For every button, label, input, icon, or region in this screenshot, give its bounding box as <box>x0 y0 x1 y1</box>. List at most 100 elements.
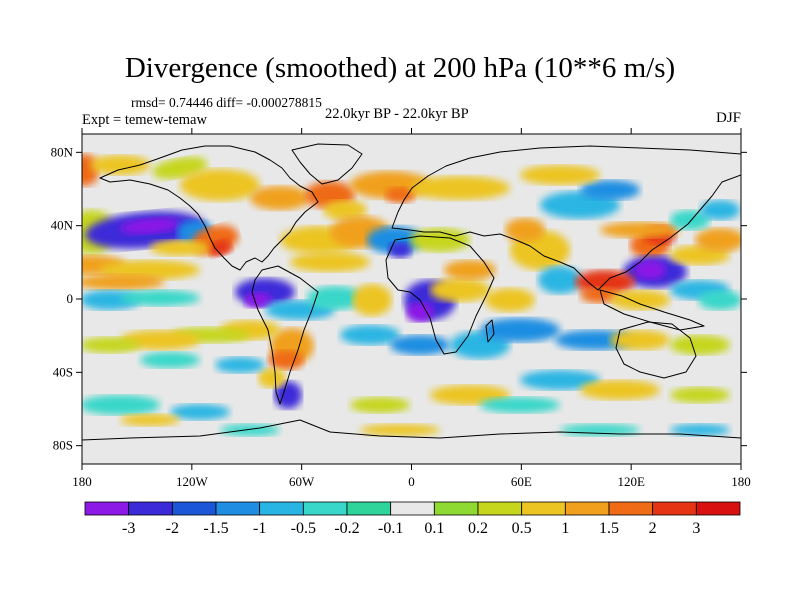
colorbar-label: 0.1 <box>424 520 444 537</box>
colorbar-swatch <box>346 501 392 516</box>
colorbar-label: 1 <box>561 520 569 537</box>
contour-blob <box>410 176 510 200</box>
colorbar-label: -0.5 <box>291 520 316 537</box>
coast-antarctica <box>82 419 741 441</box>
contour-blob <box>505 218 545 242</box>
divergence-contours <box>82 154 741 436</box>
contour-blob <box>82 395 160 415</box>
stats-label: rmsd= 0.74446 diff= -0.000278815 <box>131 95 322 110</box>
contour-blob <box>170 404 230 420</box>
contour-blob <box>244 292 272 308</box>
contour-blob <box>406 302 434 322</box>
contour-blob <box>700 200 740 220</box>
colorbar-swatch <box>215 501 261 516</box>
coast-north-america <box>99 145 319 271</box>
colorbar-label: -3 <box>122 520 135 537</box>
coast-maritime-continent <box>599 289 705 331</box>
contour-blob <box>670 210 710 230</box>
coast-greenland <box>291 143 363 185</box>
contour-blob <box>410 228 470 252</box>
contour-blob <box>390 335 450 355</box>
contour-blob <box>360 424 440 436</box>
contour-blob <box>485 288 535 312</box>
season-label: DJF <box>715 110 741 126</box>
contour-blob <box>150 240 210 256</box>
coast-eurasia <box>391 145 741 291</box>
contour-blob <box>575 270 635 294</box>
period-label: 22.0kyr BP - 22.0kyr BP <box>325 106 469 122</box>
contour-blob <box>350 397 410 413</box>
coast-madagascar <box>485 319 495 343</box>
colorbar-swatch <box>608 501 654 516</box>
contour-blob <box>610 290 670 310</box>
plot-title: Divergence (smoothed) at 200 hPa (10**6 … <box>124 52 676 84</box>
coast-south-america <box>251 265 319 405</box>
contour-blob <box>352 284 392 316</box>
colorbar-swatch <box>302 501 348 516</box>
colorbar-label: 0.2 <box>468 520 488 537</box>
field-layer <box>82 134 741 464</box>
lon-tick-label: 0 <box>408 474 415 489</box>
colorbar-label: 3 <box>692 520 700 537</box>
contour-blob <box>670 335 730 355</box>
contour-blob <box>430 278 490 302</box>
colorbar-swatch <box>695 501 741 516</box>
lon-tick-label: 60E <box>511 474 532 489</box>
lat-tick-label: 40N <box>51 218 74 233</box>
contour-blob <box>323 200 367 220</box>
contour-blob <box>695 228 741 252</box>
contour-blob <box>258 368 286 388</box>
colorbar-label: -0.2 <box>334 520 359 537</box>
coast-australia <box>615 321 697 379</box>
contour-blob <box>90 155 150 175</box>
contour-blob <box>580 287 620 303</box>
lon-tick-label: 120E <box>617 474 645 489</box>
contour-blob <box>670 387 730 403</box>
contour-blob <box>140 352 200 368</box>
colorbar-swatch <box>128 501 173 516</box>
colorbar-swatch <box>259 501 304 516</box>
contour-blob <box>580 380 660 400</box>
contour-blob <box>538 266 582 294</box>
contour-blob <box>82 274 165 290</box>
contour-blob <box>120 217 180 235</box>
lon-tick-label: 120W <box>176 474 209 489</box>
coastlines <box>82 143 741 441</box>
contour-blob <box>388 242 412 258</box>
contour-blob <box>268 350 304 370</box>
contour-blob <box>580 180 640 200</box>
lon-tick-label: 60W <box>289 474 315 489</box>
colorbar-swatch <box>390 501 435 516</box>
colorbar: -3 -2 -1.5 -1 -0.5 -0.2 -0.1 0.1 0.2 0.5 1 1.5 2 3 <box>84 501 741 537</box>
contour-blob <box>610 330 670 350</box>
contour-blob <box>120 290 200 306</box>
colorbar-label: 2 <box>649 520 657 537</box>
lat-tick-label: 80S <box>53 438 73 453</box>
contour-blob <box>480 318 560 342</box>
colorbar-swatch <box>564 501 610 516</box>
contour-blob <box>290 252 370 272</box>
colorbar-label: 0.5 <box>512 520 532 537</box>
contour-blob <box>215 357 265 373</box>
contour-blob <box>82 337 140 353</box>
colorbar-swatch <box>433 501 479 516</box>
lat-tick-label: 80N <box>51 144 74 159</box>
contour-blob <box>670 424 730 436</box>
contour-blob <box>307 286 363 310</box>
colorbar-swatch <box>477 501 523 516</box>
lat-tick-label: 40S <box>53 364 73 379</box>
contour-blob <box>180 169 260 201</box>
contour-blob <box>634 260 666 280</box>
colorbar-label: -1.5 <box>203 520 228 537</box>
axes: 80N 40N 0 40S 80S 180 120W 60W 0 60E 120E 180 <box>51 128 751 489</box>
contour-blob <box>520 165 600 185</box>
colorbar-swatch <box>84 501 130 516</box>
colorbar-swatch <box>652 501 697 516</box>
contour-blob <box>444 260 496 280</box>
contour-blob <box>250 186 310 210</box>
experiment-label: Expt = temew-temaw <box>82 112 207 128</box>
contour-blob <box>385 187 415 203</box>
colorbar-label: -1 <box>253 520 266 537</box>
colorbar-swatch <box>521 501 566 516</box>
